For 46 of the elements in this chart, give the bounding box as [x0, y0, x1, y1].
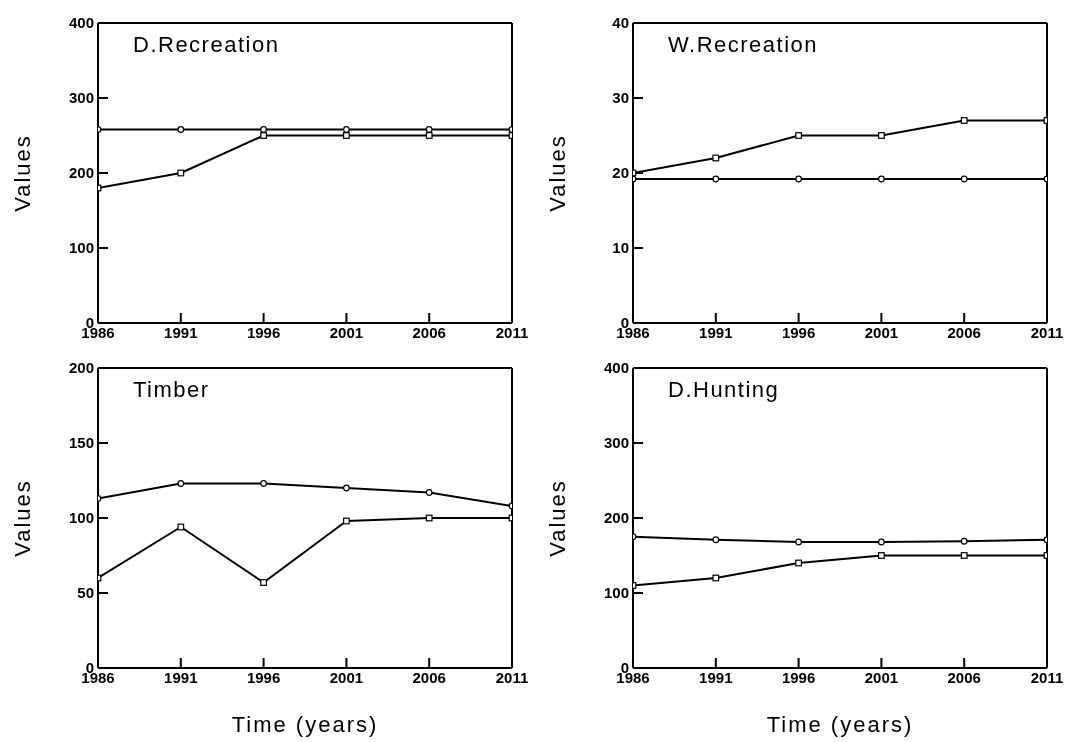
y-tick-label: 200: [68, 164, 94, 182]
x-tick-label: 1991: [699, 323, 733, 341]
x-tick-label: 2006: [412, 323, 446, 341]
x-tick-label: 2006: [947, 668, 981, 686]
y-tick-label: 40: [612, 14, 629, 32]
chart-title: W.Recreation: [668, 32, 819, 58]
y-tick-label: 100: [603, 584, 629, 602]
x-tick-label: 1996: [246, 668, 281, 686]
x-tick-label: 2011: [1030, 668, 1064, 686]
x-tick-label: 1996: [781, 323, 816, 341]
y-tick-label: 150: [68, 434, 94, 452]
y-tick-label: 400: [68, 14, 94, 32]
y-axis-title: Values: [544, 479, 570, 557]
y-tick-label: 300: [68, 89, 94, 107]
x-tick-label: 1991: [699, 668, 733, 686]
y-tick-label: 20: [612, 164, 629, 182]
x-tick-label: 2011: [1030, 323, 1064, 341]
chart-title: D.Hunting: [668, 377, 780, 403]
x-tick-label: 2001: [329, 323, 364, 341]
y-tick-label: 200: [68, 359, 94, 377]
x-tick-label: 2001: [329, 668, 364, 686]
x-tick-label: 2006: [947, 323, 981, 341]
y-tick-label: 100: [68, 239, 94, 257]
x-tick-label: 2011: [495, 323, 529, 341]
x-tick-label: 1996: [781, 668, 816, 686]
x-axis-title: Time (years): [766, 712, 914, 737]
y-tick-label: 400: [603, 359, 629, 377]
y-tick-label: 300: [603, 434, 629, 452]
chart-title: Timber: [133, 377, 210, 403]
x-axis-title: Time (years): [231, 712, 379, 737]
x-tick-label: 2001: [864, 668, 899, 686]
chart-title: D.Recreation: [133, 32, 280, 58]
x-tick-label: 2011: [495, 668, 529, 686]
x-tick-label: 1996: [246, 323, 281, 341]
x-tick-label: 1991: [164, 323, 198, 341]
y-tick-label: 200: [603, 509, 629, 527]
y-axis-title: Values: [9, 479, 35, 557]
y-tick-label: 50: [77, 584, 94, 602]
y-axis-title: Values: [9, 134, 35, 212]
x-tick-label: 1991: [164, 668, 198, 686]
y-tick-label: 100: [68, 509, 94, 527]
y-axis-title: Values: [544, 134, 570, 212]
x-tick-label: 2006: [412, 668, 446, 686]
x-tick-label: 2001: [864, 323, 899, 341]
y-tick-label: 30: [612, 89, 629, 107]
y-tick-label: 10: [612, 239, 629, 257]
